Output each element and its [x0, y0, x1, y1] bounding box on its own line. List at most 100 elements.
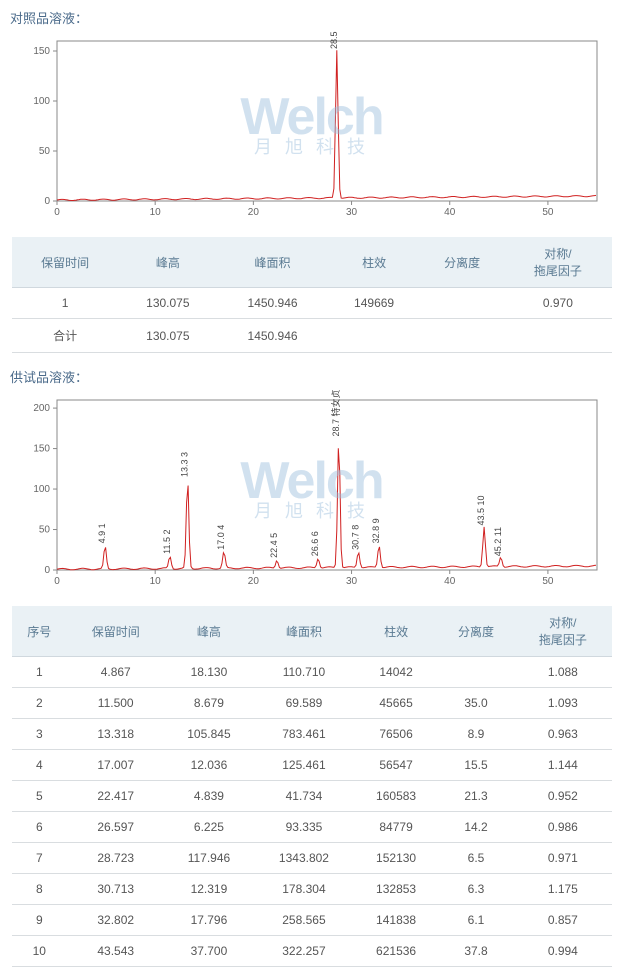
svg-text:30.7 8: 30.7 8: [350, 525, 360, 550]
table-cell: 3: [12, 719, 68, 750]
reference-table: 保留时间峰高峰面积柱效分离度对称/拖尾因子 1130.0751450.94614…: [12, 237, 612, 353]
svg-text:150: 150: [33, 46, 50, 57]
table-cell: 258.565: [254, 905, 355, 936]
col-header: 峰高: [119, 237, 217, 288]
table-cell: 84779: [354, 812, 437, 843]
table-cell: 7: [12, 843, 68, 874]
table-cell: 30.713: [67, 874, 164, 905]
svg-text:20: 20: [247, 207, 259, 218]
table-row: 417.00712.036125.4615654715.51.144: [12, 750, 612, 781]
svg-text:43.5 10: 43.5 10: [476, 495, 486, 525]
table-cell: 0.994: [514, 936, 611, 967]
table-cell: 125.461: [254, 750, 355, 781]
svg-text:45.2 11: 45.2 11: [492, 527, 502, 556]
table-cell: 1343.802: [254, 843, 355, 874]
table-cell: 4: [12, 750, 68, 781]
table-cell: 4.839: [164, 781, 253, 812]
col-header: 对称/拖尾因子: [514, 606, 611, 657]
table-cell: 783.461: [254, 719, 355, 750]
svg-text:10: 10: [149, 576, 161, 587]
table-cell: 22.417: [67, 781, 164, 812]
svg-text:0: 0: [44, 196, 50, 207]
svg-text:28.7 特女贞苷 7: 28.7 特女贞苷 7: [329, 390, 340, 436]
svg-text:0: 0: [54, 207, 60, 218]
chart2-container: 050100150200010203040504.9 111.5 213.3 3…: [12, 390, 612, 600]
table-cell: 1.175: [514, 874, 611, 905]
col-header: 序号: [12, 606, 68, 657]
table-cell: 1.093: [514, 688, 611, 719]
table-cell: 21.3: [438, 781, 514, 812]
svg-text:50: 50: [542, 576, 554, 587]
table-cell: [328, 319, 420, 353]
table-cell: 45665: [354, 688, 437, 719]
col-header: 峰高: [164, 606, 253, 657]
table-row: 合计130.0751450.946: [12, 319, 612, 353]
col-header: 柱效: [328, 237, 420, 288]
table-cell: 14.2: [438, 812, 514, 843]
table-cell: 10: [12, 936, 68, 967]
table-cell: 4.867: [67, 657, 164, 688]
svg-text:26.6 6: 26.6 6: [310, 531, 320, 556]
table-cell: 6: [12, 812, 68, 843]
svg-text:0: 0: [54, 576, 60, 587]
table-cell: 43.543: [67, 936, 164, 967]
table-row: 522.4174.83941.73416058321.30.952: [12, 781, 612, 812]
table-cell: 6.225: [164, 812, 253, 843]
table-cell: 56547: [354, 750, 437, 781]
table-row: 1130.0751450.9461496690.970: [12, 288, 612, 319]
table-cell: 1.088: [514, 657, 611, 688]
svg-text:100: 100: [33, 484, 50, 495]
table-cell: 1: [12, 288, 119, 319]
svg-text:50: 50: [542, 207, 554, 218]
table-cell: 6.3: [438, 874, 514, 905]
svg-text:10: 10: [149, 207, 161, 218]
svg-text:4.9 1: 4.9 1: [97, 523, 107, 543]
table-cell: 11.500: [67, 688, 164, 719]
col-header: 保留时间: [12, 237, 119, 288]
table-cell: 9: [12, 905, 68, 936]
table-cell: 8: [12, 874, 68, 905]
table-cell: 105.845: [164, 719, 253, 750]
table-cell: 621536: [354, 936, 437, 967]
table-cell: 32.802: [67, 905, 164, 936]
table-cell: 8.679: [164, 688, 253, 719]
svg-text:22.4 5: 22.4 5: [268, 533, 278, 558]
table-cell: 149669: [328, 288, 420, 319]
svg-text:11.5 2: 11.5 2: [161, 529, 171, 553]
table-row: 626.5976.22593.3358477914.20.986: [12, 812, 612, 843]
table-cell: 132853: [354, 874, 437, 905]
table-row: 313.318105.845783.461765068.90.963: [12, 719, 612, 750]
table-header-row: 保留时间峰高峰面积柱效分离度对称/拖尾因子: [12, 237, 612, 288]
col-header: 保留时间: [67, 606, 164, 657]
svg-text:0: 0: [44, 565, 50, 576]
col-header: 分离度: [420, 237, 504, 288]
table-cell: 13.318: [67, 719, 164, 750]
svg-text:20: 20: [247, 576, 259, 587]
table-row: 932.80217.796258.5651418386.10.857: [12, 905, 612, 936]
table-cell: 1450.946: [217, 288, 328, 319]
svg-text:200: 200: [33, 403, 50, 414]
table-cell: 17.007: [67, 750, 164, 781]
table-cell: 28.723: [67, 843, 164, 874]
svg-text:32.8 9: 32.8 9: [371, 518, 381, 543]
table-cell: 0.963: [514, 719, 611, 750]
table-cell: 26.597: [67, 812, 164, 843]
table-cell: 117.946: [164, 843, 253, 874]
sample-table: 序号保留时间峰高峰面积柱效分离度对称/拖尾因子 14.86718.130110.…: [12, 606, 612, 967]
table-cell: 0.970: [504, 288, 611, 319]
table-cell: 93.335: [254, 812, 355, 843]
chromatogram-chart-2: 050100150200010203040504.9 111.5 213.3 3…: [12, 390, 612, 600]
table-cell: [420, 319, 504, 353]
svg-text:150: 150: [33, 444, 50, 455]
svg-text:17.0 4: 17.0 4: [215, 525, 225, 550]
table-cell: [420, 288, 504, 319]
table-cell: [438, 657, 514, 688]
table-row: 728.723117.9461343.8021521306.50.971: [12, 843, 612, 874]
table-cell: 152130: [354, 843, 437, 874]
table-cell: 8.9: [438, 719, 514, 750]
col-header: 柱效: [354, 606, 437, 657]
table-cell: 37.700: [164, 936, 253, 967]
table-cell: 1: [12, 657, 68, 688]
table-cell: 0.857: [514, 905, 611, 936]
svg-text:30: 30: [345, 576, 357, 587]
